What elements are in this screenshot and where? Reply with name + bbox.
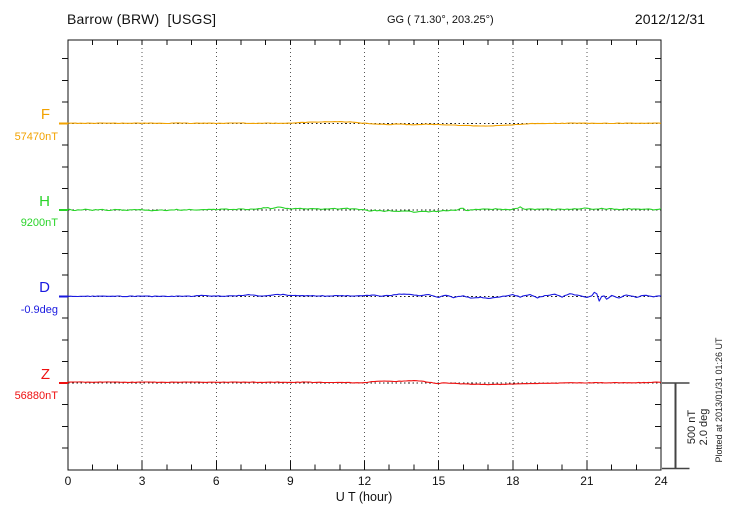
channel-label-H: H	[39, 192, 50, 210]
page-title: Barrow (BRW) [USGS]	[67, 11, 217, 27]
x-tick-label-12: 12	[357, 474, 372, 488]
trace-F	[68, 121, 662, 127]
x-tick-label-18: 18	[506, 474, 520, 488]
plot-date: 2012/12/31	[634, 11, 705, 27]
x-tick-label-0: 0	[64, 474, 72, 488]
x-tick-label-15: 15	[431, 474, 446, 488]
x-tick-label-3: 3	[138, 474, 146, 488]
x-tick-label-24: 24	[654, 474, 668, 488]
channel-value-F: 57470nT	[14, 130, 58, 143]
x-tick-label-21: 21	[580, 474, 594, 488]
scale-bar-nt-label: 500 nT	[686, 409, 698, 445]
channel-label-F: F	[40, 106, 50, 123]
trace-D	[67, 291, 661, 302]
channel-label-D: D	[39, 279, 50, 296]
scale-bar-label: 500 nT 2.0 deg	[685, 367, 711, 487]
scale-bar-deg-label: 2.0 deg	[698, 408, 710, 446]
trace-H	[67, 206, 662, 213]
x-axis-title: U T (hour)	[335, 490, 393, 504]
observatory-coordinates: GG ( 71.30°, 203.25°)	[387, 14, 494, 26]
channel-value-H: 9200nT	[20, 217, 58, 229]
trace-Z	[67, 380, 662, 386]
channel-value-Z: 56880nT	[14, 390, 58, 402]
channel-label-Z: Z	[40, 365, 50, 383]
plot-timestamp: Plotted at 2013/01/31 01:26 UT	[714, 337, 724, 463]
x-tick-label-9: 9	[287, 474, 294, 488]
x-tick-label-6: 6	[212, 474, 220, 488]
channel-value-D: -0.9deg	[20, 303, 58, 316]
